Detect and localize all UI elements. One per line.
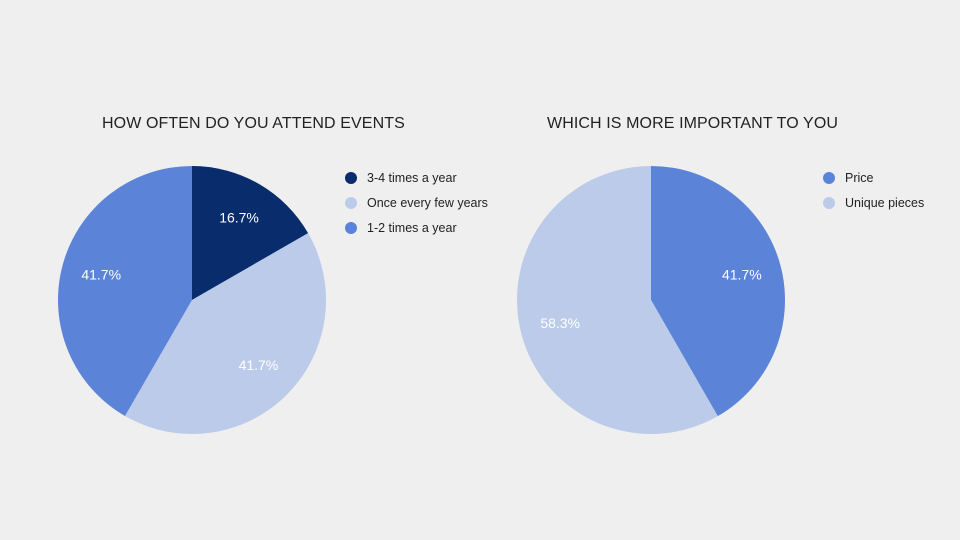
legend-attendance: 3-4 times a year Once every few years 1-… [345, 165, 488, 240]
pie-slice [517, 166, 718, 434]
legend-item: 1-2 times a year [345, 215, 488, 240]
slice-percent-label: 41.7% [722, 266, 762, 282]
pie-slice [192, 166, 309, 300]
pie-slice [58, 166, 192, 417]
chart-title-importance: WHICH IS MORE IMPORTANT TO YOU [547, 115, 839, 132]
legend-item: Price [823, 165, 924, 190]
legend-swatch [345, 196, 357, 209]
legend-swatch [345, 221, 357, 234]
legend-label: 3-4 times a year [367, 170, 457, 185]
legend-item: Once every few years [345, 190, 488, 215]
legend-item: Unique pieces [823, 190, 924, 215]
legend-swatch [345, 171, 357, 184]
slice-percent-label: 41.7% [81, 266, 121, 282]
pie-slice [651, 166, 785, 417]
legend-importance: Price Unique pieces [823, 165, 924, 215]
legend-label: Price [845, 170, 874, 185]
legend-label: Unique pieces [845, 195, 925, 210]
legend-swatch [823, 171, 835, 184]
pie-chart-importance: 41.7% 58.3% [517, 166, 785, 434]
chart-title-attendance: HOW OFTEN DO YOU ATTEND EVENTS [102, 115, 405, 132]
slice-percent-label: 58.3% [540, 315, 580, 331]
pie-chart-attendance: 16.7% 41.7% 41.7% [58, 166, 326, 434]
slice-percent-label: 16.7% [219, 209, 259, 225]
legend-label: 1-2 times a year [367, 220, 457, 235]
slice-percent-label: 41.7% [239, 357, 279, 373]
legend-label: Once every few years [367, 195, 488, 210]
pie-slice [124, 233, 326, 434]
legend-item: 3-4 times a year [345, 165, 488, 190]
legend-swatch [823, 196, 835, 209]
